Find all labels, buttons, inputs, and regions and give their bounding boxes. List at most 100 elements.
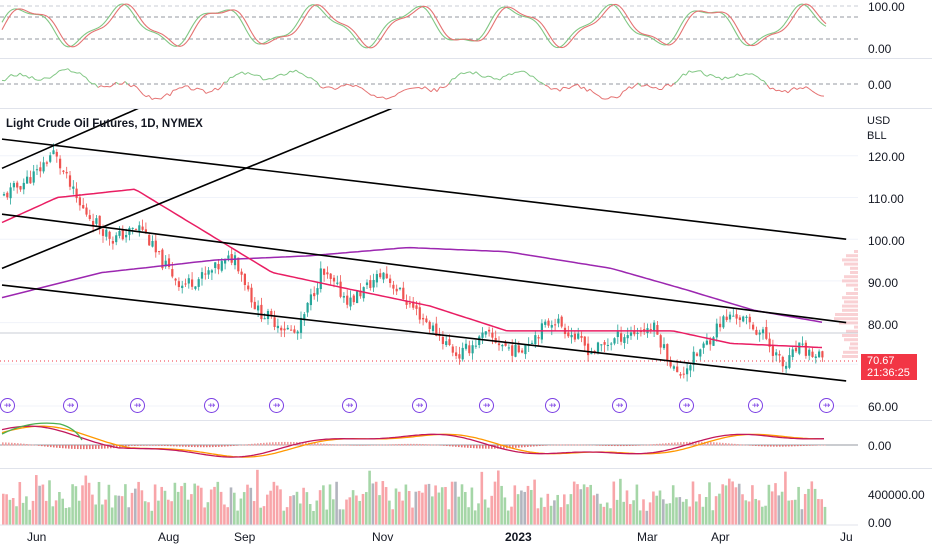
candle-body (340, 282, 342, 297)
macd-histogram-bar (233, 445, 235, 446)
pane-divider[interactable] (0, 108, 932, 109)
volume-bar (273, 482, 276, 525)
osc-segment (545, 85, 548, 86)
volume-bar (824, 507, 827, 525)
candle-body (13, 183, 15, 187)
volume-bar (302, 488, 305, 525)
osc-segment (5, 77, 8, 80)
pane-divider[interactable] (0, 468, 932, 469)
macd-histogram-bar (572, 444, 574, 445)
split-arrow-circle-icon[interactable]: ⇸ (63, 398, 78, 413)
volume-bar (200, 488, 203, 525)
candle-body (254, 302, 256, 309)
volume-bar (596, 494, 599, 525)
split-arrow-circle-icon[interactable]: ⇸ (204, 398, 219, 413)
osc-segment (590, 89, 593, 92)
macd-histogram-bar (173, 445, 175, 446)
candle-body (46, 162, 48, 163)
candle-body (396, 289, 398, 291)
split-arrow-circle-icon[interactable]: ⇸ (269, 398, 284, 413)
x-axis-label-2023: 2023 (505, 530, 532, 544)
volume-bar (236, 511, 239, 525)
volume-bar (405, 485, 408, 525)
macd-histogram-bar (362, 445, 364, 446)
volume-bar (448, 509, 451, 525)
osc-segment (668, 84, 671, 86)
volume-bar (28, 510, 31, 525)
candle-body (270, 311, 272, 315)
macd-histogram-bar (464, 445, 466, 448)
volume-bar (702, 507, 705, 525)
macd-histogram-bar (335, 444, 337, 445)
candle-body (257, 306, 259, 311)
osc-segment (296, 70, 299, 73)
osc-segment (248, 73, 251, 75)
split-arrow-circle-icon[interactable]: ⇸ (679, 398, 694, 413)
volume-bar (705, 497, 708, 525)
macd-histogram-bar (53, 445, 55, 447)
macd-histogram-bar (218, 445, 220, 447)
osc-segment (551, 89, 554, 90)
split-arrow-circle-icon[interactable]: ⇸ (342, 398, 357, 413)
volume-bar (738, 484, 741, 525)
macd-histogram-bar (452, 445, 454, 447)
macd-histogram-bar (575, 444, 577, 445)
macd-histogram-bar (341, 445, 343, 446)
pane-divider[interactable] (0, 420, 932, 421)
split-arrow-circle-icon[interactable]: ⇸ (545, 398, 560, 413)
osc-segment (782, 90, 785, 91)
split-arrow-circle-icon[interactable]: ⇸ (748, 398, 763, 413)
volume-bar (672, 485, 675, 525)
osc-segment (656, 88, 659, 90)
candle-body (148, 235, 150, 245)
macd-histogram-bar (557, 445, 559, 446)
macd-histogram-bar (797, 445, 799, 446)
candle-body (561, 317, 563, 327)
macd-histogram-bar (743, 445, 745, 446)
split-arrow-circle-icon[interactable]: ⇸ (612, 398, 627, 413)
pane-divider[interactable] (0, 58, 932, 59)
volume-bar (593, 495, 596, 525)
split-arrow-circle-icon[interactable]: ⇸ (819, 398, 834, 413)
osc-segment (497, 79, 500, 80)
osc-segment (233, 75, 236, 77)
osc-segment (491, 77, 494, 79)
split-arrow-circle-icon[interactable]: ⇸ (479, 398, 494, 413)
candle-body (567, 332, 569, 336)
macd-histogram-bar (818, 445, 820, 446)
macd-histogram-bar (644, 445, 646, 446)
osc-segment (797, 88, 800, 90)
volume-bar (279, 489, 282, 525)
volume-profile-bar (846, 292, 858, 295)
macd-histogram-bar (155, 445, 157, 446)
candle-body (752, 325, 754, 330)
volume-bar (556, 495, 559, 525)
osc-segment (761, 80, 764, 81)
volume-bar (207, 502, 210, 525)
candle-body (788, 355, 790, 368)
volume-bar (609, 508, 612, 525)
split-arrow-circle-icon[interactable]: ⇸ (0, 398, 15, 413)
split-arrow-circle-icon[interactable]: ⇸ (130, 398, 145, 413)
volume-profile-bar (834, 317, 858, 320)
osc-segment (713, 75, 716, 77)
candle-body (290, 330, 292, 331)
osc-segment (212, 88, 215, 91)
macd-histogram-bar (767, 445, 769, 447)
candle-body (554, 324, 556, 325)
osc-segment (503, 76, 506, 77)
candle-body (158, 251, 160, 252)
volume-bar (193, 484, 196, 525)
volume-bar (385, 487, 388, 525)
macd-histogram-bar (329, 444, 331, 445)
macd-histogram-bar (83, 445, 85, 449)
x-axis-label-aug: Aug (158, 530, 179, 544)
macd-histogram-bar (608, 445, 610, 446)
volume-bar (626, 490, 629, 525)
macd-histogram-bar (662, 443, 664, 445)
volume-bar (75, 486, 78, 525)
split-arrow-circle-icon[interactable]: ⇸ (412, 398, 427, 413)
volume-bar (461, 484, 464, 525)
osc-segment (623, 90, 626, 92)
